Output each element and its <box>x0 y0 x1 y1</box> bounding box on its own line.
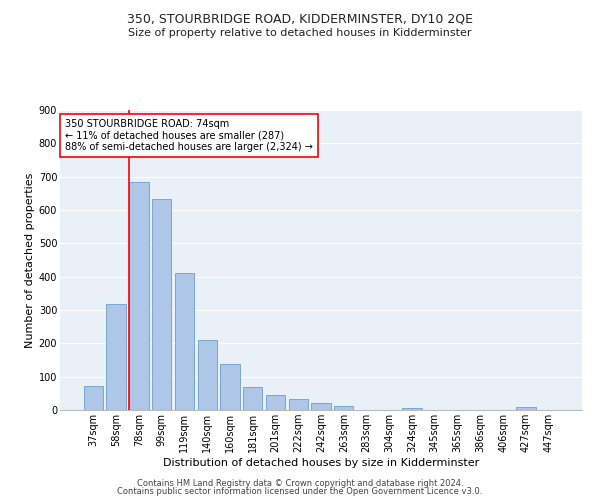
Bar <box>197 340 217 410</box>
Bar <box>311 402 331 410</box>
Bar <box>334 406 353 410</box>
Bar <box>289 400 308 410</box>
Text: Contains public sector information licensed under the Open Government Licence v3: Contains public sector information licen… <box>118 487 482 496</box>
Bar <box>516 407 536 410</box>
Bar <box>129 182 149 410</box>
Text: Contains HM Land Registry data © Crown copyright and database right 2024.: Contains HM Land Registry data © Crown c… <box>137 478 463 488</box>
Bar <box>84 386 103 410</box>
Y-axis label: Number of detached properties: Number of detached properties <box>25 172 35 348</box>
Bar <box>220 364 239 410</box>
Text: 350 STOURBRIDGE ROAD: 74sqm
← 11% of detached houses are smaller (287)
88% of se: 350 STOURBRIDGE ROAD: 74sqm ← 11% of det… <box>65 119 313 152</box>
Bar <box>152 199 172 410</box>
Bar <box>403 408 422 410</box>
X-axis label: Distribution of detached houses by size in Kidderminster: Distribution of detached houses by size … <box>163 458 479 468</box>
Text: Size of property relative to detached houses in Kidderminster: Size of property relative to detached ho… <box>128 28 472 38</box>
Text: 350, STOURBRIDGE ROAD, KIDDERMINSTER, DY10 2QE: 350, STOURBRIDGE ROAD, KIDDERMINSTER, DY… <box>127 12 473 26</box>
Bar <box>266 394 285 410</box>
Bar <box>175 273 194 410</box>
Bar <box>243 388 262 410</box>
Bar <box>106 304 126 410</box>
